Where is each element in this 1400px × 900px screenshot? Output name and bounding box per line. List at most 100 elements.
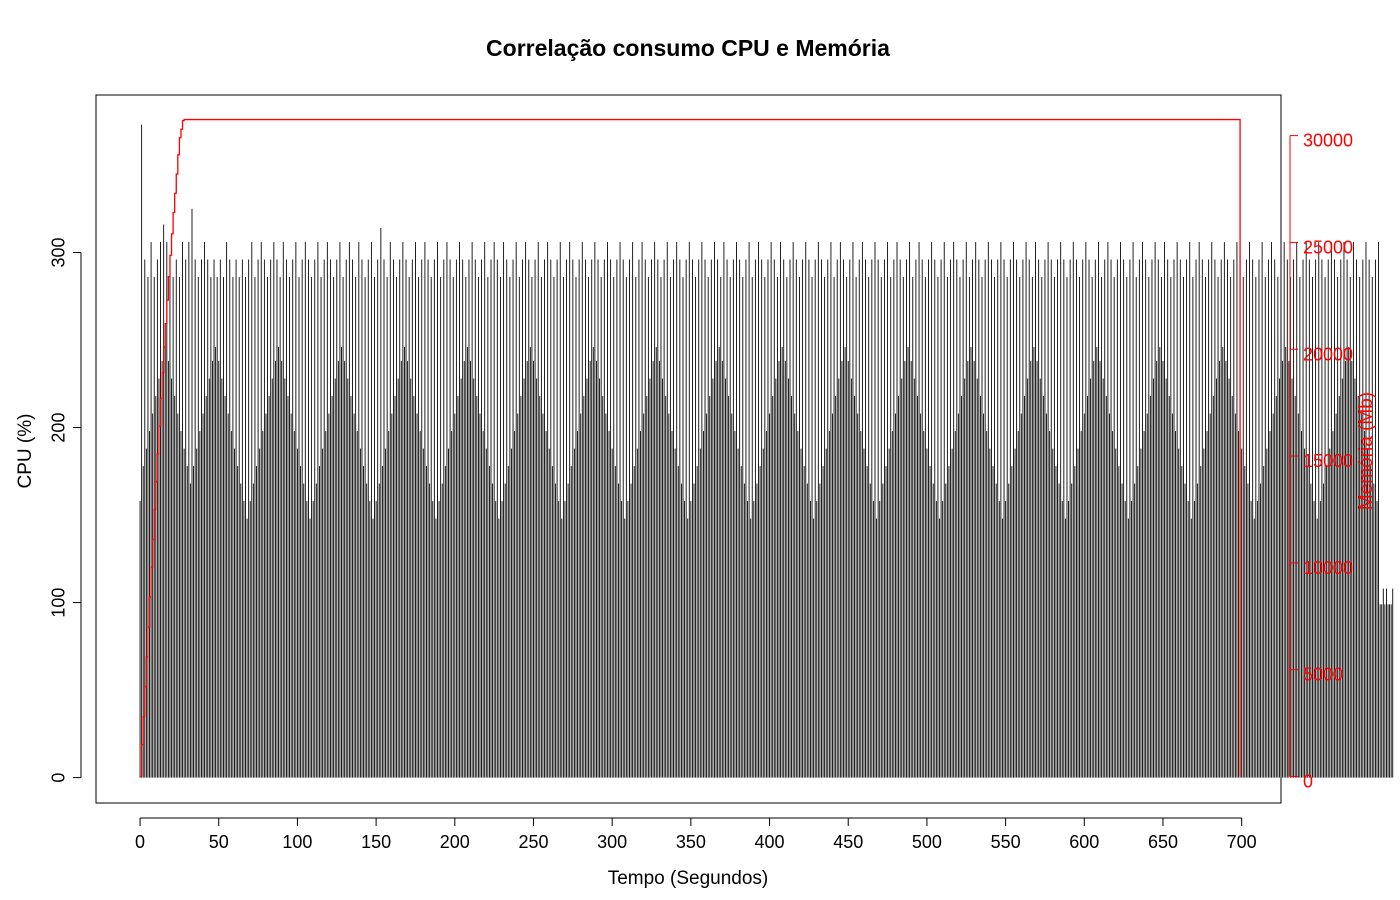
- cpu-bar: [915, 259, 917, 778]
- cpu-bar: [422, 448, 424, 778]
- cpu-bar: [1374, 259, 1376, 778]
- cpu-bar: [1137, 466, 1139, 778]
- cpu-bar: [776, 277, 778, 778]
- cpu-bar: [1121, 483, 1123, 778]
- cpu-bar: [687, 518, 689, 778]
- cpu-bar: [844, 347, 846, 778]
- cpu-bar: [1278, 378, 1280, 778]
- cpu-bar: [402, 242, 404, 778]
- cpu-bar: [459, 242, 460, 778]
- cpu-bar: [1112, 431, 1114, 778]
- cpu-bar: [931, 242, 933, 778]
- cpu-bar: [171, 378, 172, 778]
- cpu-bar: [765, 431, 767, 778]
- cpu-bar: [542, 413, 544, 778]
- cpu-bar: [858, 259, 860, 778]
- cpu-bar: [1164, 242, 1165, 778]
- cpu-bar: [692, 259, 693, 778]
- cpu-bar: [375, 501, 377, 778]
- cpu-bar: [441, 483, 443, 778]
- cpu-bar: [709, 396, 711, 778]
- cpu-bar: [1286, 259, 1288, 778]
- cpu-bar: [703, 431, 704, 778]
- cpu-bar: [292, 259, 294, 778]
- cpu-bar: [1160, 277, 1162, 778]
- cpu-bar: [377, 259, 379, 778]
- cpu-bar: [246, 518, 248, 778]
- cpu-bar: [676, 242, 678, 778]
- cpu-bar: [167, 361, 169, 778]
- cpu-bar: [345, 259, 347, 778]
- cpu-bar: [792, 242, 794, 778]
- cpu-bar: [704, 259, 706, 778]
- cpu-bar: [583, 396, 585, 778]
- cpu-bar: [1011, 466, 1013, 778]
- cpu-bar: [1269, 431, 1271, 778]
- cpu-bar: [767, 259, 769, 778]
- cpu-bar: [1053, 277, 1055, 778]
- cpu-bar: [553, 277, 555, 778]
- y-right-tick-label: 0: [1303, 772, 1313, 792]
- cpu-bar: [677, 466, 679, 778]
- cpu-bar: [539, 396, 541, 778]
- cpu-bar: [566, 259, 567, 778]
- cpu-bar: [1297, 413, 1299, 778]
- cpu-bar: [1083, 413, 1085, 778]
- cpu-bar: [257, 259, 259, 778]
- cpu-bar: [629, 259, 630, 778]
- cpu-bar: [185, 259, 187, 778]
- cpu-bar: [515, 242, 517, 778]
- cpu-bar: [440, 277, 442, 778]
- cpu-bar: [525, 242, 527, 778]
- cpu-bar: [736, 242, 737, 778]
- x-tick-label: 50: [209, 832, 229, 852]
- cpu-bar: [471, 242, 473, 778]
- cpu-bar: [1020, 413, 1022, 778]
- cpu-bar: [1277, 277, 1279, 778]
- cpu-bar: [896, 242, 898, 778]
- cpu-bar: [333, 277, 335, 778]
- cpu-bar: [380, 228, 382, 778]
- cpu-bar: [490, 259, 492, 778]
- cpu-bar: [312, 501, 314, 778]
- cpu-bar: [1260, 483, 1261, 778]
- cpu-bar: [520, 396, 522, 778]
- cpu-bar: [625, 277, 627, 778]
- cpu-bar: [1109, 413, 1110, 778]
- cpu-bar: [463, 361, 465, 778]
- cpu-bar: [263, 259, 265, 778]
- cpu-bar: [1288, 361, 1290, 778]
- cpu-bar: [172, 277, 174, 778]
- cpu-bar: [1285, 347, 1287, 778]
- cpu-bar: [1327, 259, 1329, 778]
- y-axis-left: 0 100 200 300: [48, 238, 82, 783]
- cpu-bar: [504, 483, 506, 778]
- cpu-bar: [498, 518, 500, 778]
- cpu-bar: [178, 277, 180, 778]
- cpu-bar: [728, 396, 730, 778]
- cpu-bar: [887, 242, 889, 778]
- cpu-bar: [1318, 242, 1320, 778]
- cpu-bar: [660, 277, 662, 778]
- cpu-bar: [764, 277, 766, 778]
- cpu-bar: [696, 466, 698, 778]
- cpu-bar: [522, 259, 523, 778]
- cpu-bar: [1098, 242, 1099, 778]
- cpu-bar: [1178, 448, 1180, 778]
- cpu-bar: [945, 483, 947, 778]
- cpu-bar: [1381, 604, 1383, 778]
- cpu-bar: [446, 242, 448, 778]
- cpu-bar: [1301, 431, 1302, 778]
- x-tick-label: 350: [676, 832, 706, 852]
- cpu-bar: [1225, 361, 1227, 778]
- cpu-bar: [841, 361, 843, 778]
- cpu-bar: [156, 259, 158, 778]
- cpu-bar: [309, 518, 311, 778]
- cpu-bar: [665, 396, 667, 778]
- cpu-bar: [308, 259, 309, 778]
- cpu-bar: [649, 378, 651, 778]
- cpu-bar: [584, 259, 586, 778]
- cpu-bar: [1165, 378, 1167, 778]
- cpu-bar: [1234, 413, 1236, 778]
- cpu-bar: [575, 277, 577, 778]
